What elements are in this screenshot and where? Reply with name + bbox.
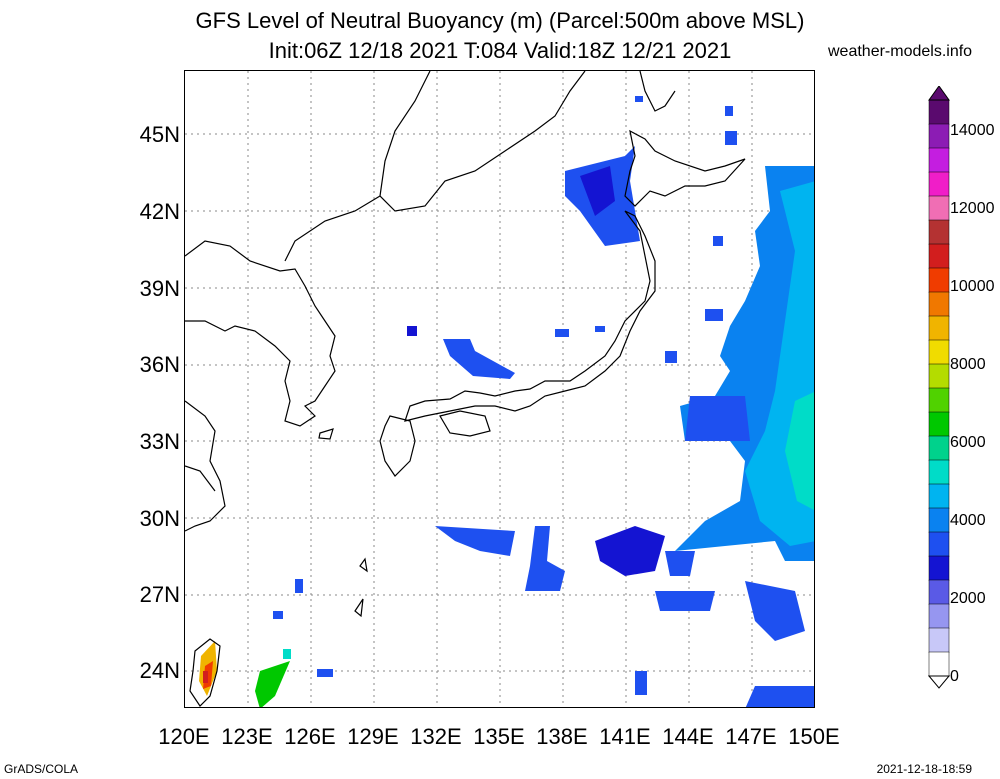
lon-label: 132E [410, 724, 462, 749]
colorbar-cell [928, 99, 950, 125]
colorbar-cell [928, 435, 950, 461]
colorbar-cell [928, 291, 950, 317]
colorbar-cell [928, 339, 950, 365]
colorbar-bottom-arrow [928, 675, 950, 689]
lon-label: 147E [725, 724, 777, 749]
chart-subtitle: Init:06Z 12/18 2021 T:084 Valid:18Z 12/2… [268, 38, 732, 63]
lat-label: 45N [139, 122, 180, 147]
colorbar-label: 14000 [950, 122, 995, 139]
colorbar-cell [928, 267, 950, 293]
colorbar-cell [928, 579, 950, 605]
lat-label: 39N [139, 276, 180, 301]
lat-label: 36N [139, 352, 180, 377]
lon-label: 123E [221, 724, 273, 749]
colorbar-label: 2000 [950, 590, 986, 607]
colorbar-label: 12000 [950, 200, 995, 217]
lon-label: 144E [662, 724, 714, 749]
colorbar-cell [928, 651, 950, 677]
colorbar-cell [928, 627, 950, 653]
lon-label: 135E [473, 724, 525, 749]
map-panel [184, 70, 815, 708]
footer-timestamp: 2021-12-18-18:59 [876, 762, 972, 776]
colorbar-cell [928, 147, 950, 173]
lon-label: 129E [347, 724, 399, 749]
colorbar-label: 4000 [950, 512, 986, 529]
footer-left: GrADS/COLA [4, 762, 79, 776]
colorbar-cell [928, 315, 950, 341]
colorbar [928, 86, 950, 689]
lat-label: 27N [139, 582, 180, 607]
lon-label: 150E [788, 724, 840, 749]
colorbar-cell [928, 171, 950, 197]
colorbar-cell [928, 243, 950, 269]
lat-label: 33N [139, 429, 180, 454]
chart-title: GFS Level of Neutral Buoyancy (m) (Parce… [195, 8, 805, 33]
lat-label: 30N [139, 506, 180, 531]
lat-label: 42N [139, 199, 180, 224]
colorbar-cell [928, 531, 950, 557]
colorbar-cell [928, 555, 950, 581]
colorbar-cell [928, 387, 950, 413]
colorbar-cell [928, 603, 950, 629]
colorbar-cell [928, 195, 950, 221]
colorbar-cell [928, 363, 950, 389]
lat-label: 24N [139, 658, 180, 683]
map-canvas [185, 71, 814, 707]
lon-label: 120E [158, 724, 210, 749]
colorbar-cell [928, 411, 950, 437]
shaded-field [199, 96, 814, 707]
colorbar-label: 6000 [950, 434, 986, 451]
colorbar-cell [928, 219, 950, 245]
colorbar-label: 8000 [950, 356, 986, 373]
colorbar-cell [928, 123, 950, 149]
colorbar-label: 10000 [950, 278, 995, 295]
colorbar-top-arrow [928, 86, 950, 101]
colorbar-cell [928, 483, 950, 509]
colorbar-label: 0 [950, 668, 959, 685]
coastlines [185, 71, 746, 707]
site-credit: weather-models.info [828, 43, 973, 60]
lon-label: 138E [536, 724, 588, 749]
colorbar-cell [928, 459, 950, 485]
colorbar-cell [928, 507, 950, 533]
lon-label: 126E [284, 724, 336, 749]
lon-label: 141E [599, 724, 651, 749]
